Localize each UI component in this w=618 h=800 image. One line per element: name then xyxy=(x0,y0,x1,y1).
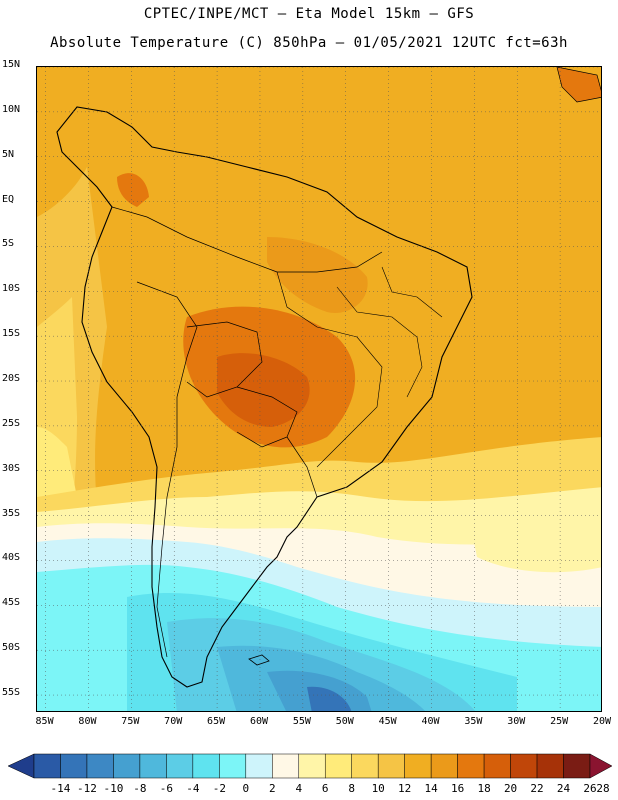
temp-band-hottest xyxy=(217,353,310,427)
lat-label: 55S xyxy=(2,687,21,699)
colorbar-tick-label: 4 xyxy=(295,782,303,795)
map-subtitle: Absolute Temperature (C) 850hPa – 01/05/… xyxy=(50,35,568,51)
colorbar-tick-label: 16 xyxy=(450,782,465,795)
border-paraguay xyxy=(236,386,298,448)
border-chile-argentina xyxy=(156,397,178,658)
colorbar-swatch xyxy=(33,753,61,779)
colorbar-swatch xyxy=(272,753,300,779)
lon-label: 25W xyxy=(550,716,569,727)
lat-label: EQ xyxy=(2,193,15,205)
lat-label: 15N xyxy=(2,59,21,70)
colorbar-tick-label: 22 xyxy=(530,782,544,795)
colorbar-tick-label: -6 xyxy=(159,782,173,795)
colorbar-tick-label: -10 xyxy=(103,782,124,795)
colorbar-swatch xyxy=(245,753,273,779)
border-brazil-states-a xyxy=(276,271,383,468)
colorbar-swatch xyxy=(298,753,326,779)
lon-label: 65W xyxy=(207,716,226,727)
border-brazil-states-b xyxy=(336,286,423,398)
lat-label: 20S xyxy=(2,373,21,385)
lat-label: 25S xyxy=(2,417,21,429)
lat-label: 15S xyxy=(2,328,21,340)
border-northern xyxy=(111,206,383,273)
colorbar-swatch xyxy=(192,753,220,779)
colorbar-tick-label: 20 xyxy=(503,782,518,795)
temp-band-atlantic-east xyxy=(467,502,601,573)
lat-label: 50S xyxy=(2,642,21,654)
temp-band-andes-north xyxy=(117,173,149,207)
colorbar-swatch xyxy=(510,753,538,779)
temperature-map xyxy=(36,66,602,712)
colorbar-swatch xyxy=(113,753,141,779)
colorbar-tick-label: 14 xyxy=(424,782,438,795)
colorbar-tick-label: 28 xyxy=(596,782,610,795)
colorbar-swatch xyxy=(457,753,485,779)
temp-band-pacific-c xyxy=(37,427,77,507)
lat-label: 10S xyxy=(2,283,21,295)
colorbar-swatch xyxy=(483,753,511,779)
falkland-islands xyxy=(248,654,270,666)
lat-label: 45S xyxy=(2,597,21,609)
lon-label: 40W xyxy=(421,716,440,727)
colorbar-swatch xyxy=(536,753,564,779)
lat-label: 5N xyxy=(2,148,15,160)
temp-band-south-10 xyxy=(307,686,352,711)
colorbar-swatch xyxy=(430,753,458,779)
lon-label: 55W xyxy=(292,716,311,727)
colorbar-tick-label: 24 xyxy=(556,782,571,795)
colorbar-tick-label: 0 xyxy=(242,782,250,795)
lon-label: 85W xyxy=(35,716,54,727)
lon-label: 75W xyxy=(121,716,140,727)
lat-label: 40S xyxy=(2,552,21,564)
border-bolivia xyxy=(186,321,263,398)
colorbar-tick-label: 8 xyxy=(348,782,356,795)
colorbar-swatch xyxy=(60,753,88,779)
colorbar-tick-label: 18 xyxy=(477,782,491,795)
lon-label: 50W xyxy=(335,716,354,727)
lon-label: 70W xyxy=(164,716,183,727)
colorbar-swatch xyxy=(166,753,194,779)
colorbar-tick-label: 6 xyxy=(321,782,329,795)
map-title: CPTEC/INPE/MCT – Eta Model 15km – GFS xyxy=(143,6,475,22)
continent-outline xyxy=(56,106,473,688)
lat-label: 10N xyxy=(2,103,21,115)
colorbar-tick-label: 26 xyxy=(583,782,597,795)
border-peru-bolivia xyxy=(136,281,198,398)
lat-label: 30S xyxy=(2,462,21,474)
colorbar-swatch xyxy=(404,753,432,779)
colorbar-swatch xyxy=(377,753,405,779)
colorbar-swatch xyxy=(351,753,379,779)
colorbar-tick-label: -8 xyxy=(133,782,147,795)
lon-label: 20W xyxy=(592,716,612,727)
colorbar-max-arrow xyxy=(589,753,613,779)
colorbar-tick-label: -4 xyxy=(186,782,200,795)
lat-label: 35S xyxy=(2,507,21,519)
colorbar xyxy=(7,753,613,779)
temp-band-north xyxy=(37,67,601,217)
border-uruguay xyxy=(286,436,318,498)
colorbar-swatch xyxy=(324,753,352,779)
colorbar-swatch xyxy=(139,753,167,779)
africa-edge xyxy=(556,67,601,103)
lat-label: 5S xyxy=(2,238,15,250)
colorbar-swatch xyxy=(86,753,114,779)
lon-label: 30W xyxy=(507,716,526,727)
colorbar-min-arrow xyxy=(7,753,35,779)
colorbar-tick-label: -12 xyxy=(77,782,97,795)
lon-label: 45W xyxy=(378,716,397,727)
lon-label: 35W xyxy=(464,716,483,727)
colorbar-tick-label: 12 xyxy=(398,782,412,795)
lon-label: 60W xyxy=(249,716,268,727)
colorbar-swatch xyxy=(219,753,247,779)
colorbar-tick-label: -2 xyxy=(212,782,226,795)
colorbar-tick-label: 10 xyxy=(371,782,385,795)
colorbar-tick-label: -14 xyxy=(50,782,71,795)
colorbar-swatch xyxy=(563,753,591,779)
colorbar-tick-label: 2 xyxy=(268,782,276,795)
border-brazil-states-c xyxy=(381,266,443,318)
lon-label: 80W xyxy=(78,716,97,727)
